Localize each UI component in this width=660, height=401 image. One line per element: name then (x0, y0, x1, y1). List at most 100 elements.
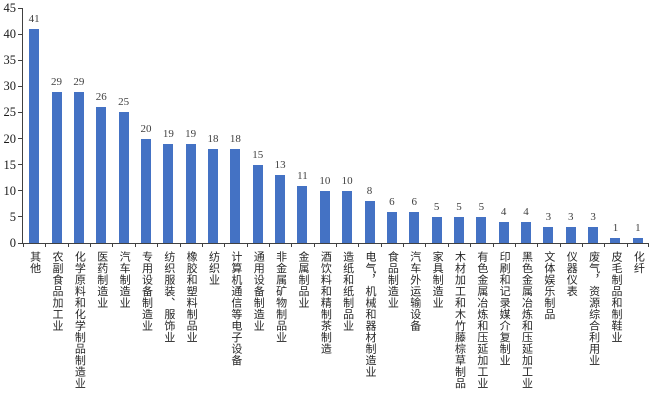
y-axis-tick (18, 190, 22, 192)
category-slot: 20 专用设备制造业 (135, 8, 157, 331)
plot-area: 41 其他 29 农副食品加工业 29 化学原料和化学制品制造业 26 医药制造业 25 汽车制造… (22, 8, 649, 389)
bar (297, 185, 308, 243)
value-label: 5 (478, 200, 485, 213)
y-axis-tick (18, 138, 22, 140)
category-label: 酒饮料和精制茶制造 (319, 251, 332, 355)
bar (29, 28, 40, 243)
y-axis-tick (18, 7, 22, 9)
bar (230, 149, 241, 243)
x-axis-tick (201, 243, 203, 247)
category-label: 其他 (28, 251, 41, 274)
category-slot: 26 医药制造业 (90, 8, 112, 309)
category-label: 食品制造业 (386, 251, 399, 309)
value-label: 6 (389, 195, 395, 208)
x-axis-tick (67, 243, 69, 247)
category-label: 家具制造业 (431, 251, 444, 309)
category-label: 化纤 (632, 251, 645, 274)
category-label: 非金属矿物制品业 (274, 251, 287, 343)
x-axis-tick (403, 243, 405, 247)
category-slot: 15 通用设备制造业 (247, 8, 269, 331)
category-slot: 3 仪器仪表 (560, 8, 582, 297)
bar (476, 216, 487, 243)
y-axis-tick (18, 242, 22, 244)
y-axis-tick (18, 59, 22, 61)
value-label: 18 (207, 133, 219, 145)
value-label: 1 (635, 221, 641, 234)
bar (96, 107, 107, 243)
x-axis-tick (648, 243, 649, 247)
value-label: 29 (51, 75, 63, 88)
bar (208, 149, 219, 243)
x-axis-tick (112, 243, 114, 247)
category-slot: 10 造纸和纸制品业 (336, 8, 358, 331)
bar (409, 211, 420, 243)
category-label: 通用设备制造业 (252, 251, 265, 332)
category-label: 仪器仪表 (565, 251, 578, 297)
category-slot: 19 纺织服装、服饰业 (157, 8, 179, 343)
category-slot: 29 化学原料和化学制品制造业 (68, 8, 90, 389)
value-label: 11 (297, 169, 308, 182)
x-axis-tick (358, 243, 360, 247)
value-label: 15 (252, 148, 264, 161)
category-slot: 18 纺织业 (202, 8, 224, 286)
category-slot: 13 非金属矿物制品业 (269, 8, 291, 343)
bar (431, 216, 442, 243)
bar (51, 91, 62, 243)
category-slot: 41 其他 (23, 8, 45, 274)
category-label: 电气，机械和器材制造业 (364, 251, 377, 378)
category-slot: 1 化纤 (627, 8, 649, 274)
x-axis-tick (246, 243, 248, 247)
bar (610, 237, 621, 243)
category-slot: 19 橡胶和塑料制品业 (180, 8, 202, 343)
y-axis-tick (18, 33, 22, 35)
value-label: 3 (567, 211, 574, 224)
y-tick-label: 40 (3, 26, 17, 41)
bar (342, 190, 353, 243)
x-axis-tick (45, 243, 47, 247)
y-tick-label: 30 (3, 79, 17, 94)
bar (521, 222, 532, 243)
value-label: 1 (612, 221, 619, 234)
x-axis-tick (581, 243, 583, 247)
x-axis-tick (447, 243, 449, 247)
x-axis-tick (179, 243, 181, 247)
category-label: 计算机通信等电子设备 (229, 251, 242, 366)
value-label: 6 (411, 195, 417, 208)
bar (319, 190, 330, 243)
x-axis-tick (492, 243, 494, 247)
value-label: 4 (523, 206, 529, 219)
y-axis: 0 5 10 15 20 25 30 35 40 45 (0, 2, 22, 249)
value-label: 29 (73, 75, 85, 88)
value-label: 3 (545, 211, 552, 224)
value-label: 25 (118, 96, 130, 109)
category-slot: 5 木材加工和木竹藤棕草制品 (448, 8, 470, 389)
category-label: 化学原料和化学制品制造业 (73, 251, 86, 389)
value-label: 19 (185, 127, 197, 140)
value-label: 8 (366, 185, 373, 198)
x-axis-tick (313, 243, 315, 247)
value-label: 18 (229, 133, 241, 145)
bar (453, 216, 464, 243)
bar (73, 91, 84, 243)
bar (565, 227, 576, 243)
category-slot: 11 金属制品业 (291, 8, 313, 308)
category-label: 汽车外运输设备 (408, 251, 421, 332)
category-label: 印刷和记录媒介复制业 (498, 251, 511, 366)
category-label: 专用设备制造业 (140, 251, 153, 332)
x-axis-tick (23, 243, 24, 247)
value-label: 41 (28, 12, 40, 25)
value-label: 13 (274, 159, 286, 172)
category-slot: 10 酒饮料和精制茶制造 (314, 8, 336, 354)
category-label: 汽车制造业 (118, 251, 131, 309)
category-slot: 8 电气，机械和器材制造业 (358, 8, 380, 378)
bar (632, 237, 643, 243)
x-axis-tick (425, 243, 427, 247)
category-label: 农副食品加工业 (51, 251, 64, 332)
category-label: 医药制造业 (95, 251, 108, 309)
bar (275, 175, 286, 243)
y-axis-tick (18, 216, 22, 218)
x-axis-tick (537, 243, 539, 247)
x-axis-tick (157, 243, 159, 247)
category-slot: 6 食品制造业 (381, 8, 403, 308)
